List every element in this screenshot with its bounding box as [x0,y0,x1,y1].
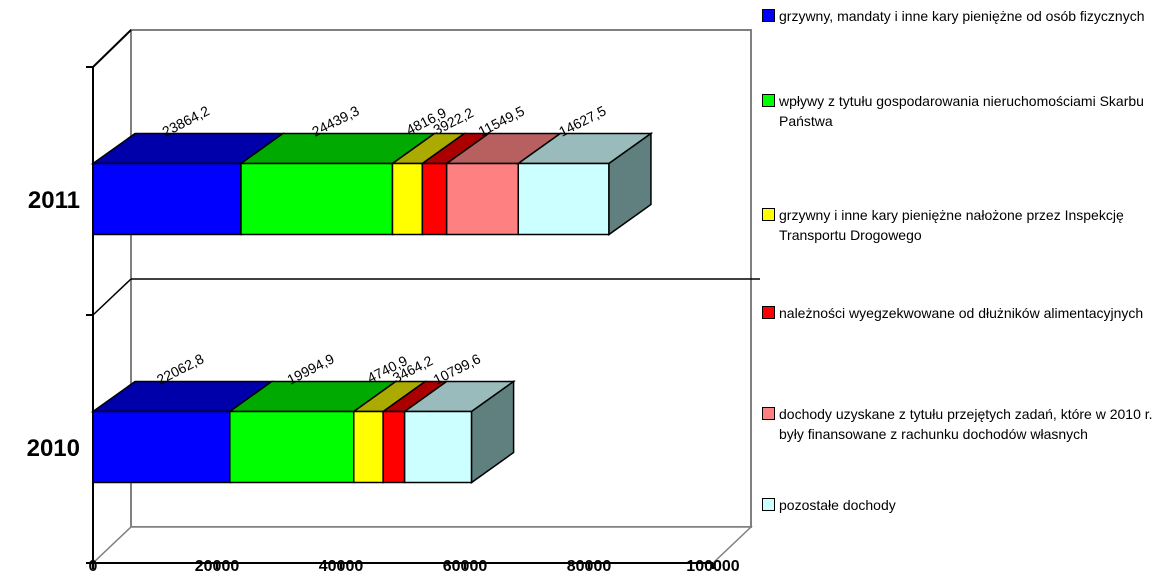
legend-item: pozostałe dochody [762,495,1158,515]
x-tick-label: 60000 [443,558,488,573]
bar-segment-2010-5 [403,410,473,484]
x-tick-label: 0 [89,558,98,573]
bars-group [90,132,654,484]
x-tick-label: 20000 [195,558,240,573]
legend-swatch [762,306,775,319]
legend-label: pozostałe dochody [779,497,896,513]
legend-item: grzywny i inne kary pieniężne nałożone p… [762,205,1158,245]
x-tick-label: 80000 [567,558,612,573]
bar-segment-2010-3 [382,410,406,484]
legend-item: dochody uzyskane z tytułu przejętych zad… [762,404,1158,444]
bar-segment-2011-3 [421,162,448,236]
category-divider [92,278,132,316]
bar-side-2011 [608,132,652,236]
legend-item: wpływy z tytułu gospodarowania nieruchom… [762,91,1158,131]
x-tick-label: 100000 [686,558,739,573]
bar-segment-2011-2 [391,162,424,236]
bar-side-2010 [470,380,515,484]
category-label-2010: 2010 [27,435,80,462]
legend-label: grzywny, mandaty i inne kary pieniężne o… [779,8,1145,24]
legend-swatch [762,498,775,511]
bar-segment-2010-1 [229,410,355,484]
floor [91,526,753,564]
legend-label: należności wyegzekwowane od dłużników al… [779,305,1144,321]
axes-group: 0 20000 40000 60000 80000 100000 2011 2010 [27,66,740,573]
legend-item: należności wyegzekwowane od dłużników al… [762,303,1158,323]
legend-label: wpływy z tytułu gospodarowania nieruchom… [779,93,1144,129]
legend-item: grzywny, mandaty i inne kary pieniężne o… [762,6,1158,26]
legend-label: grzywny i inne kary pieniężne nałożone p… [779,207,1124,243]
legend-swatch [762,94,775,107]
x-tick-label: 40000 [319,558,364,573]
legend-swatch [762,407,775,420]
category-label-2011: 2011 [28,187,80,214]
bar-segment-2010-2 [353,410,384,484]
bar-segment-2011-0 [92,162,242,236]
legend-label: dochody uzyskane z tytułu przejętych zad… [779,406,1153,442]
bar-segment-2011-5 [517,162,610,236]
bar-segment-2011-4 [445,162,520,236]
bar-segment-2010-0 [92,410,231,484]
legend-swatch [762,208,775,221]
bar-segment-2011-1 [240,162,394,236]
legend-swatch [762,9,775,22]
side-wall-top-edge [92,29,132,68]
